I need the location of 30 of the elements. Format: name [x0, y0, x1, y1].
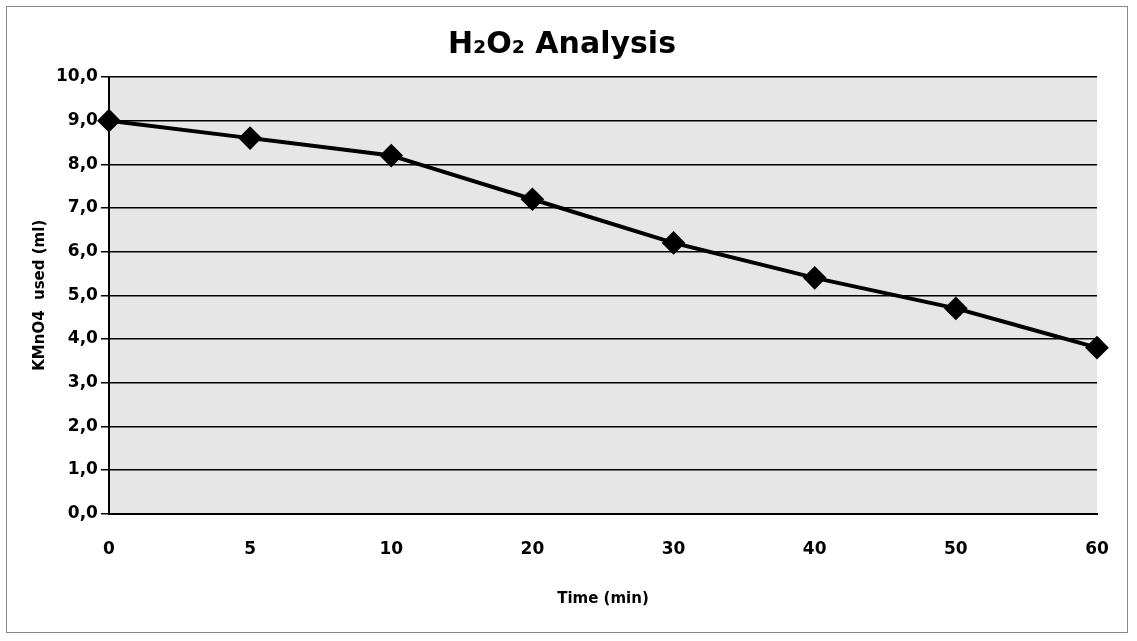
chart-title: H₂O₂ Analysis	[448, 24, 676, 60]
y-tick-label: 8,0	[67, 152, 99, 173]
y-tick-label: 0,0	[67, 502, 99, 523]
y-tick-label: 1,0	[67, 458, 99, 479]
y-tick-label: 9,0	[67, 109, 99, 130]
x-tick-label: 60	[1085, 538, 1109, 559]
point	[662, 231, 685, 254]
y-tick-label: 4,0	[67, 327, 99, 348]
point	[380, 144, 403, 167]
x-tick-label: 10	[379, 538, 404, 559]
y-tick-label: 6,0	[67, 240, 99, 261]
point	[521, 188, 544, 211]
x-tick-label: 5	[244, 538, 257, 559]
point	[97, 109, 120, 132]
x-axis-title: Time (min)	[557, 588, 649, 607]
point	[944, 297, 967, 320]
point	[803, 266, 826, 289]
x-tick-label: 0	[103, 538, 116, 559]
x-tick-label: 30	[661, 538, 686, 559]
x-tick-label: 40	[802, 538, 827, 559]
y-axis-title: KMnO4 used (ml)	[29, 219, 48, 371]
y-tick-label: 5,0	[67, 283, 99, 304]
y-tick-label: 10,0	[55, 65, 99, 86]
y-tick-label: 7,0	[67, 196, 99, 217]
x-tick-label: 50	[944, 538, 968, 559]
point	[1086, 336, 1108, 359]
y-tick-label: 3,0	[67, 371, 99, 392]
y-tick-label: 2,0	[67, 414, 99, 435]
point	[239, 127, 262, 150]
x-tick-label: 20	[520, 538, 545, 559]
